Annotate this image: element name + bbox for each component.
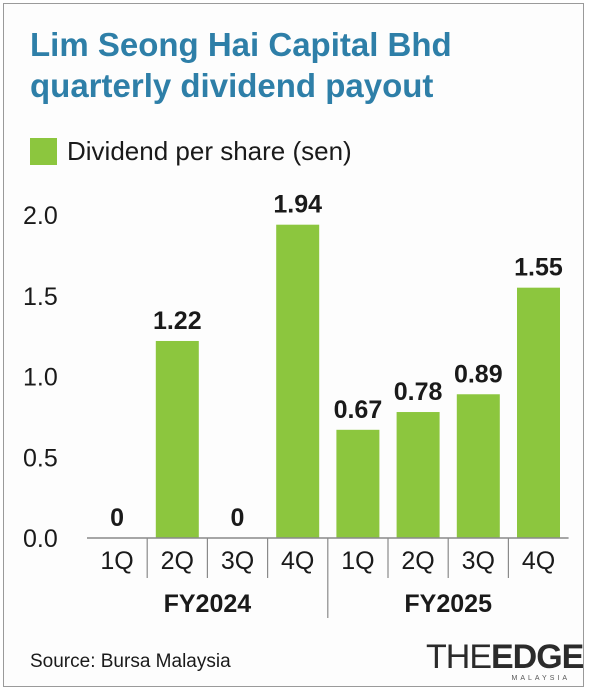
legend: Dividend per share (sen) bbox=[30, 136, 352, 167]
bar bbox=[276, 224, 320, 538]
value-label: 1.55 bbox=[514, 254, 563, 282]
x-tick-label: 3Q bbox=[221, 547, 254, 575]
bar bbox=[155, 340, 199, 538]
value-label: 0.67 bbox=[334, 396, 383, 424]
value-label: 0 bbox=[231, 504, 245, 532]
group-label: FY2025 bbox=[404, 590, 492, 618]
x-tick-label: 2Q bbox=[161, 547, 194, 575]
logo-sub: MALAYSIA bbox=[511, 675, 570, 682]
y-tick-label: 1.5 bbox=[23, 283, 58, 311]
y-tick-label: 0.0 bbox=[23, 525, 58, 553]
group-label: FY2024 bbox=[164, 590, 252, 618]
x-tick-label: 1Q bbox=[341, 547, 374, 575]
logo-the: THE bbox=[426, 638, 492, 676]
value-label: 0.78 bbox=[394, 378, 443, 406]
chart-title: Lim Seong Hai Capital Bhd quarterly divi… bbox=[30, 26, 452, 104]
bar bbox=[396, 412, 440, 538]
y-tick-label: 0.5 bbox=[23, 444, 58, 472]
bar bbox=[517, 287, 560, 538]
source-note: Source: Bursa Malaysia bbox=[30, 651, 231, 672]
value-label: 1.94 bbox=[273, 191, 322, 219]
value-label: 0 bbox=[110, 504, 124, 532]
bar bbox=[336, 429, 380, 538]
logo-edge: EDGE bbox=[491, 638, 584, 676]
x-tick-label: 2Q bbox=[401, 547, 434, 575]
y-tick-label: 2.0 bbox=[23, 202, 58, 230]
legend-swatch bbox=[30, 138, 57, 165]
legend-label: Dividend per share (sen) bbox=[67, 136, 352, 166]
y-tick-label: 1.0 bbox=[23, 364, 58, 392]
bar bbox=[456, 394, 500, 538]
value-label: 1.22 bbox=[153, 307, 202, 335]
x-tick-label: 4Q bbox=[281, 547, 314, 575]
the-edge-logo: THEEDGE MALAYSIA bbox=[426, 638, 584, 684]
value-label: 0.89 bbox=[454, 360, 503, 388]
x-tick-label: 1Q bbox=[100, 547, 133, 575]
x-tick-label: 4Q bbox=[522, 547, 555, 575]
x-tick-label: 3Q bbox=[462, 547, 495, 575]
